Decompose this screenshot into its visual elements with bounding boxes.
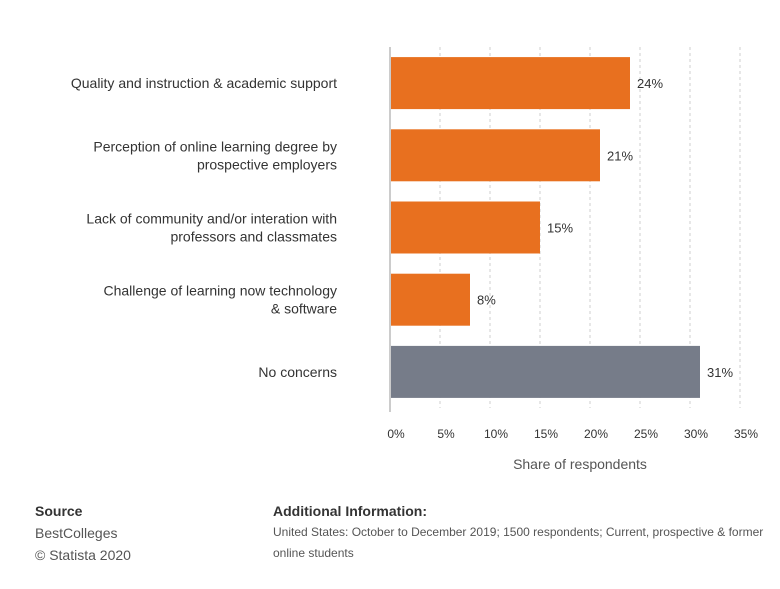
value-label: 21%	[607, 148, 633, 163]
source-block: Source BestColleges © Statista 2020	[35, 500, 131, 566]
source-header: Source	[35, 503, 83, 519]
value-label: 15%	[547, 221, 573, 236]
bar[interactable]	[391, 273, 470, 326]
additional-info-header[interactable]: Additional Information:	[273, 503, 427, 519]
bar-chart: Quality and instruction & academic suppo…	[71, 47, 758, 472]
bar[interactable]	[391, 345, 700, 398]
copyright[interactable]: © Statista 2020	[35, 547, 131, 563]
category-label: No concerns	[258, 364, 337, 380]
x-tick-label: 15%	[534, 427, 558, 441]
value-labels: 24% 21% 15% 8% 31%	[477, 76, 733, 380]
x-axis-ticks: 0% 5% 10% 15% 20% 25% 30% 35%	[387, 427, 758, 441]
x-tick-label: 0%	[387, 427, 405, 441]
value-label: 24%	[637, 76, 663, 91]
x-tick-label: 5%	[437, 427, 455, 441]
bars	[391, 57, 700, 398]
bar[interactable]	[391, 129, 600, 182]
category-label: Quality and instruction & academic suppo…	[71, 75, 337, 91]
x-axis-title: Share of respondents	[513, 456, 647, 472]
x-tick-label: 20%	[584, 427, 608, 441]
x-tick-label: 30%	[684, 427, 708, 441]
bar[interactable]	[391, 57, 630, 110]
x-tick-label: 10%	[484, 427, 508, 441]
value-label: 8%	[477, 293, 496, 308]
x-tick-label: 25%	[634, 427, 658, 441]
category-label: Perception of online learning degree by p…	[93, 138, 337, 172]
source-name[interactable]: BestColleges	[35, 525, 118, 541]
additional-info-text: United States: October to December 2019;…	[273, 525, 764, 560]
category-label: Challenge of learning now technology & so…	[104, 283, 338, 317]
x-tick-label: 35%	[734, 427, 758, 441]
additional-info-block: Additional Information: United States: O…	[273, 500, 768, 564]
category-label: Lack of community and/or interation with…	[86, 211, 337, 245]
category-labels: Quality and instruction & academic suppo…	[71, 75, 337, 380]
bar[interactable]	[391, 201, 540, 254]
value-label: 31%	[707, 365, 733, 380]
